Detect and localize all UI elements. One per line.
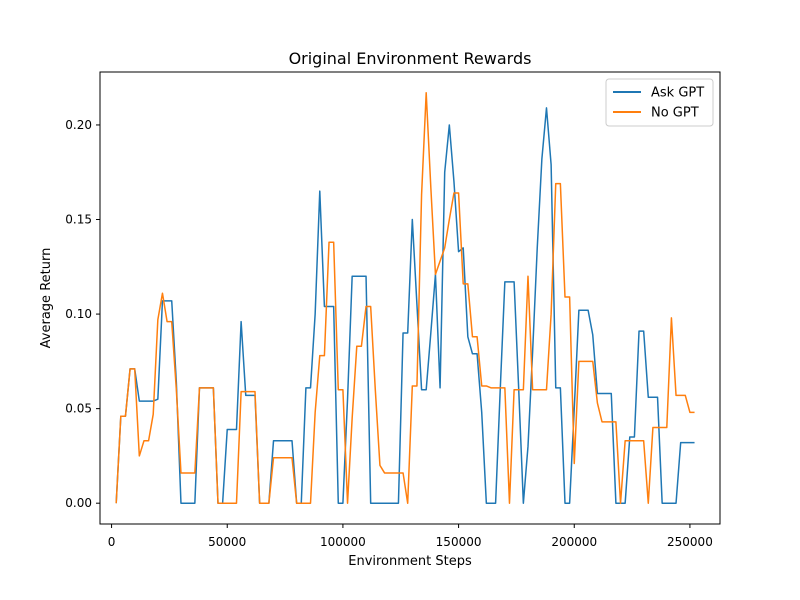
plot-frame xyxy=(99,71,721,525)
x-tick-label: 50000 xyxy=(208,535,246,549)
chart-title: Original Environment Rewards xyxy=(289,49,532,68)
x-tick-label: 0 xyxy=(108,535,116,549)
legend: Ask GPT No GPT xyxy=(605,78,714,127)
x-tick-label: 150000 xyxy=(436,535,482,549)
x-tick-label: 250000 xyxy=(667,535,713,549)
x-axis: 0 50000 100000 150000 200000 250000 xyxy=(108,524,713,549)
x-tick-label: 100000 xyxy=(320,535,366,549)
y-tick-label: 0.20 xyxy=(65,118,92,132)
y-tick-label: 0.15 xyxy=(65,213,92,227)
y-tick-label: 0.00 xyxy=(65,496,92,510)
legend-box xyxy=(605,78,714,127)
legend-label: Ask GPT xyxy=(651,86,704,101)
x-tick-label: 200000 xyxy=(551,535,597,549)
x-axis-label: Environment Steps xyxy=(348,554,472,569)
series-line-ask-gpt xyxy=(115,107,695,504)
legend-label: No GPT xyxy=(651,106,699,121)
plot-area xyxy=(115,92,695,504)
y-axis: 0.00 0.05 0.10 0.15 0.20 xyxy=(65,118,100,510)
y-axis-label: Average Return xyxy=(39,248,54,349)
y-tick-label: 0.10 xyxy=(65,307,92,321)
y-tick-label: 0.05 xyxy=(65,402,92,416)
series-line-no-gpt xyxy=(115,92,695,504)
